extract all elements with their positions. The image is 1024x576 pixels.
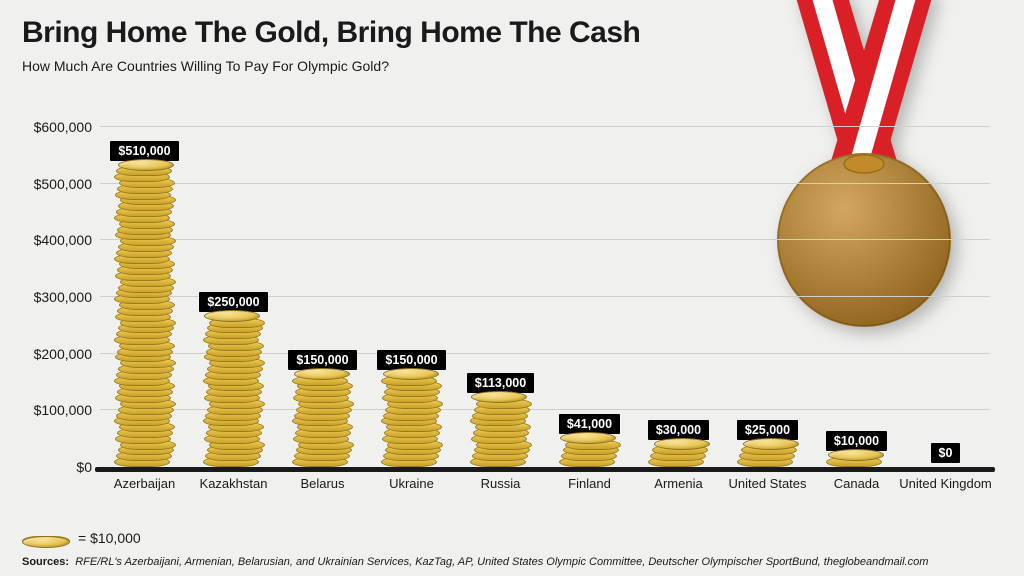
coin-top-icon bbox=[383, 368, 439, 380]
coin-stack bbox=[829, 455, 885, 467]
coin-stack bbox=[295, 374, 351, 467]
bar-canada: $10,000Canada bbox=[812, 431, 901, 467]
bar-armenia: $30,000Armenia bbox=[634, 420, 723, 467]
legend: = $10,000 bbox=[22, 530, 141, 546]
bar-value-label: $150,000 bbox=[377, 350, 445, 370]
coin-stack bbox=[384, 374, 440, 467]
sources-text: RFE/RL's Azerbaijani, Armenian, Belarusi… bbox=[75, 556, 928, 568]
coin-stack bbox=[651, 444, 707, 467]
bar-ukraine: $150,000Ukraine bbox=[367, 350, 456, 467]
bar-value-label: $250,000 bbox=[199, 292, 267, 312]
bar-finland: $41,000Finland bbox=[545, 414, 634, 467]
coin-stack bbox=[206, 316, 262, 467]
bar-azerbaijan: $510,000Azerbaijan bbox=[100, 141, 189, 467]
bar-value-label: $113,000 bbox=[467, 373, 534, 393]
page-subtitle: How Much Are Countries Willing To Pay Fo… bbox=[22, 58, 389, 74]
coin-stack bbox=[473, 397, 529, 467]
bar-value-label: $30,000 bbox=[648, 420, 709, 440]
bar-russia: $113,000Russia bbox=[456, 373, 545, 467]
coin-top-icon bbox=[471, 391, 527, 403]
bar-belarus: $150,000Belarus bbox=[278, 350, 367, 467]
x-axis-line bbox=[95, 467, 995, 472]
bar-container: $510,000Azerbaijan$250,000Kazakhstan$150… bbox=[100, 127, 990, 467]
y-axis-tick-label: $500,000 bbox=[20, 176, 92, 192]
bar-united-kingdom: $0United Kingdom bbox=[901, 443, 990, 467]
coin-stack bbox=[562, 438, 618, 467]
bar-value-label: $0 bbox=[931, 443, 961, 463]
legend-text: = $10,000 bbox=[78, 530, 141, 546]
coin-top-icon bbox=[654, 438, 710, 450]
coin-stack bbox=[740, 444, 796, 467]
y-axis-tick-label: $0 bbox=[20, 459, 92, 475]
bar-value-label: $510,000 bbox=[110, 141, 178, 161]
bar-value-label: $41,000 bbox=[559, 414, 620, 434]
coin-top-icon bbox=[294, 368, 350, 380]
sources-line: Sources: RFE/RL's Azerbaijani, Armenian,… bbox=[22, 556, 928, 568]
page-title: Bring Home The Gold, Bring Home The Cash bbox=[22, 16, 640, 50]
y-axis-tick-label: $200,000 bbox=[20, 346, 92, 362]
chart-area: $0 $100,000 $200,000 $300,000 $400,000 $500,0… bbox=[20, 100, 1000, 500]
bar-value-label: $150,000 bbox=[288, 350, 356, 370]
coin-top-icon bbox=[204, 310, 260, 322]
y-axis-tick-label: $300,000 bbox=[20, 289, 92, 305]
bar-kazakhstan: $250,000Kazakhstan bbox=[189, 292, 278, 467]
bar-value-label: $10,000 bbox=[826, 431, 887, 451]
coin-top-icon bbox=[118, 159, 174, 171]
sources-label: Sources: bbox=[22, 556, 69, 568]
y-axis-tick-label: $600,000 bbox=[20, 119, 92, 135]
coin-top-icon bbox=[743, 438, 799, 450]
coin-top-icon bbox=[560, 432, 616, 444]
x-axis-label: United Kingdom bbox=[886, 476, 1006, 491]
y-axis-tick-label: $400,000 bbox=[20, 232, 92, 248]
y-axis-tick-label: $100,000 bbox=[20, 402, 92, 418]
bar-value-label: $25,000 bbox=[737, 420, 798, 440]
legend-coin-icon bbox=[22, 530, 70, 546]
bar-united-states: $25,000United States bbox=[723, 420, 812, 467]
coin-top-icon bbox=[828, 449, 884, 461]
coin-stack bbox=[117, 165, 173, 467]
